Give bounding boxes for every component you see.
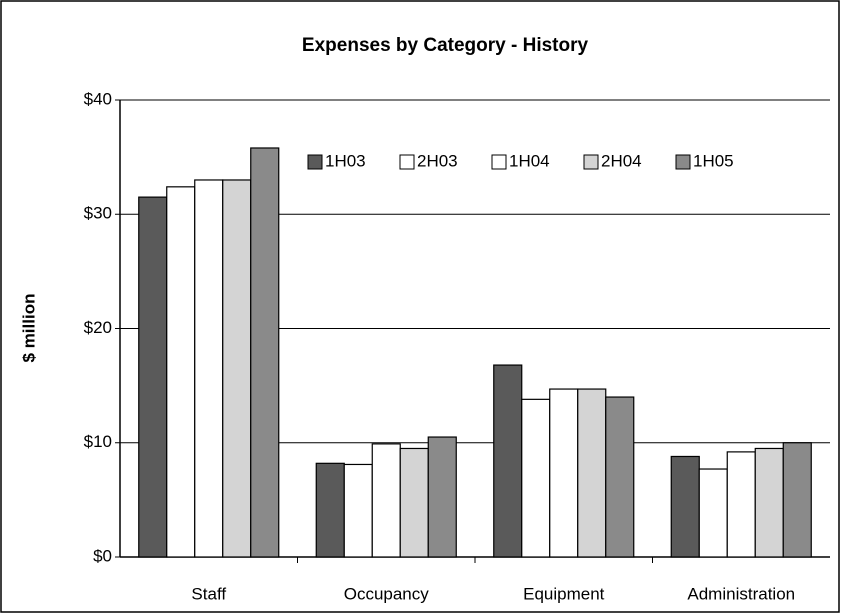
bar: [726, 451, 756, 558]
legend-label: 1H05: [693, 151, 734, 170]
bar: [521, 398, 551, 558]
bar: [754, 447, 784, 558]
legend-swatch: [583, 154, 599, 170]
x-tick-label: Staff: [191, 584, 226, 603]
legend-label: 2H04: [601, 151, 642, 170]
bar: [605, 396, 635, 558]
legend-swatch: [675, 154, 691, 170]
y-tick-label: $40: [84, 89, 112, 108]
bar: [427, 436, 457, 558]
bar: [343, 463, 373, 558]
bar: [194, 179, 224, 558]
y-axis-title: $ million: [19, 294, 38, 363]
legend-label: 1H03: [325, 151, 366, 170]
bar: [698, 468, 728, 558]
x-tick-label: Occupancy: [344, 584, 430, 603]
x-tick-label: Administration: [687, 584, 795, 603]
chart-title: Expenses by Category - History: [302, 35, 589, 56]
bar: [670, 455, 700, 558]
bar: [166, 186, 196, 558]
bar: [315, 462, 345, 558]
legend-label: 2H03: [417, 151, 458, 170]
legend-label: 1H04: [509, 151, 550, 170]
y-tick-label: $10: [84, 432, 112, 451]
bar: [222, 179, 252, 558]
y-tick-label: $20: [84, 318, 112, 337]
bar: [399, 447, 429, 558]
bar: [782, 442, 812, 558]
x-tick-label: Equipment: [523, 584, 605, 603]
bar: [138, 196, 168, 558]
bar: [549, 388, 579, 558]
y-tick-label: $30: [84, 204, 112, 223]
y-tick-label: $0: [93, 546, 112, 565]
bar: [493, 364, 523, 558]
bar: [577, 388, 607, 558]
bar: [371, 443, 401, 558]
bar: [250, 147, 280, 558]
legend-swatch: [307, 154, 323, 170]
legend-swatch: [491, 154, 507, 170]
legend-swatch: [399, 154, 415, 170]
